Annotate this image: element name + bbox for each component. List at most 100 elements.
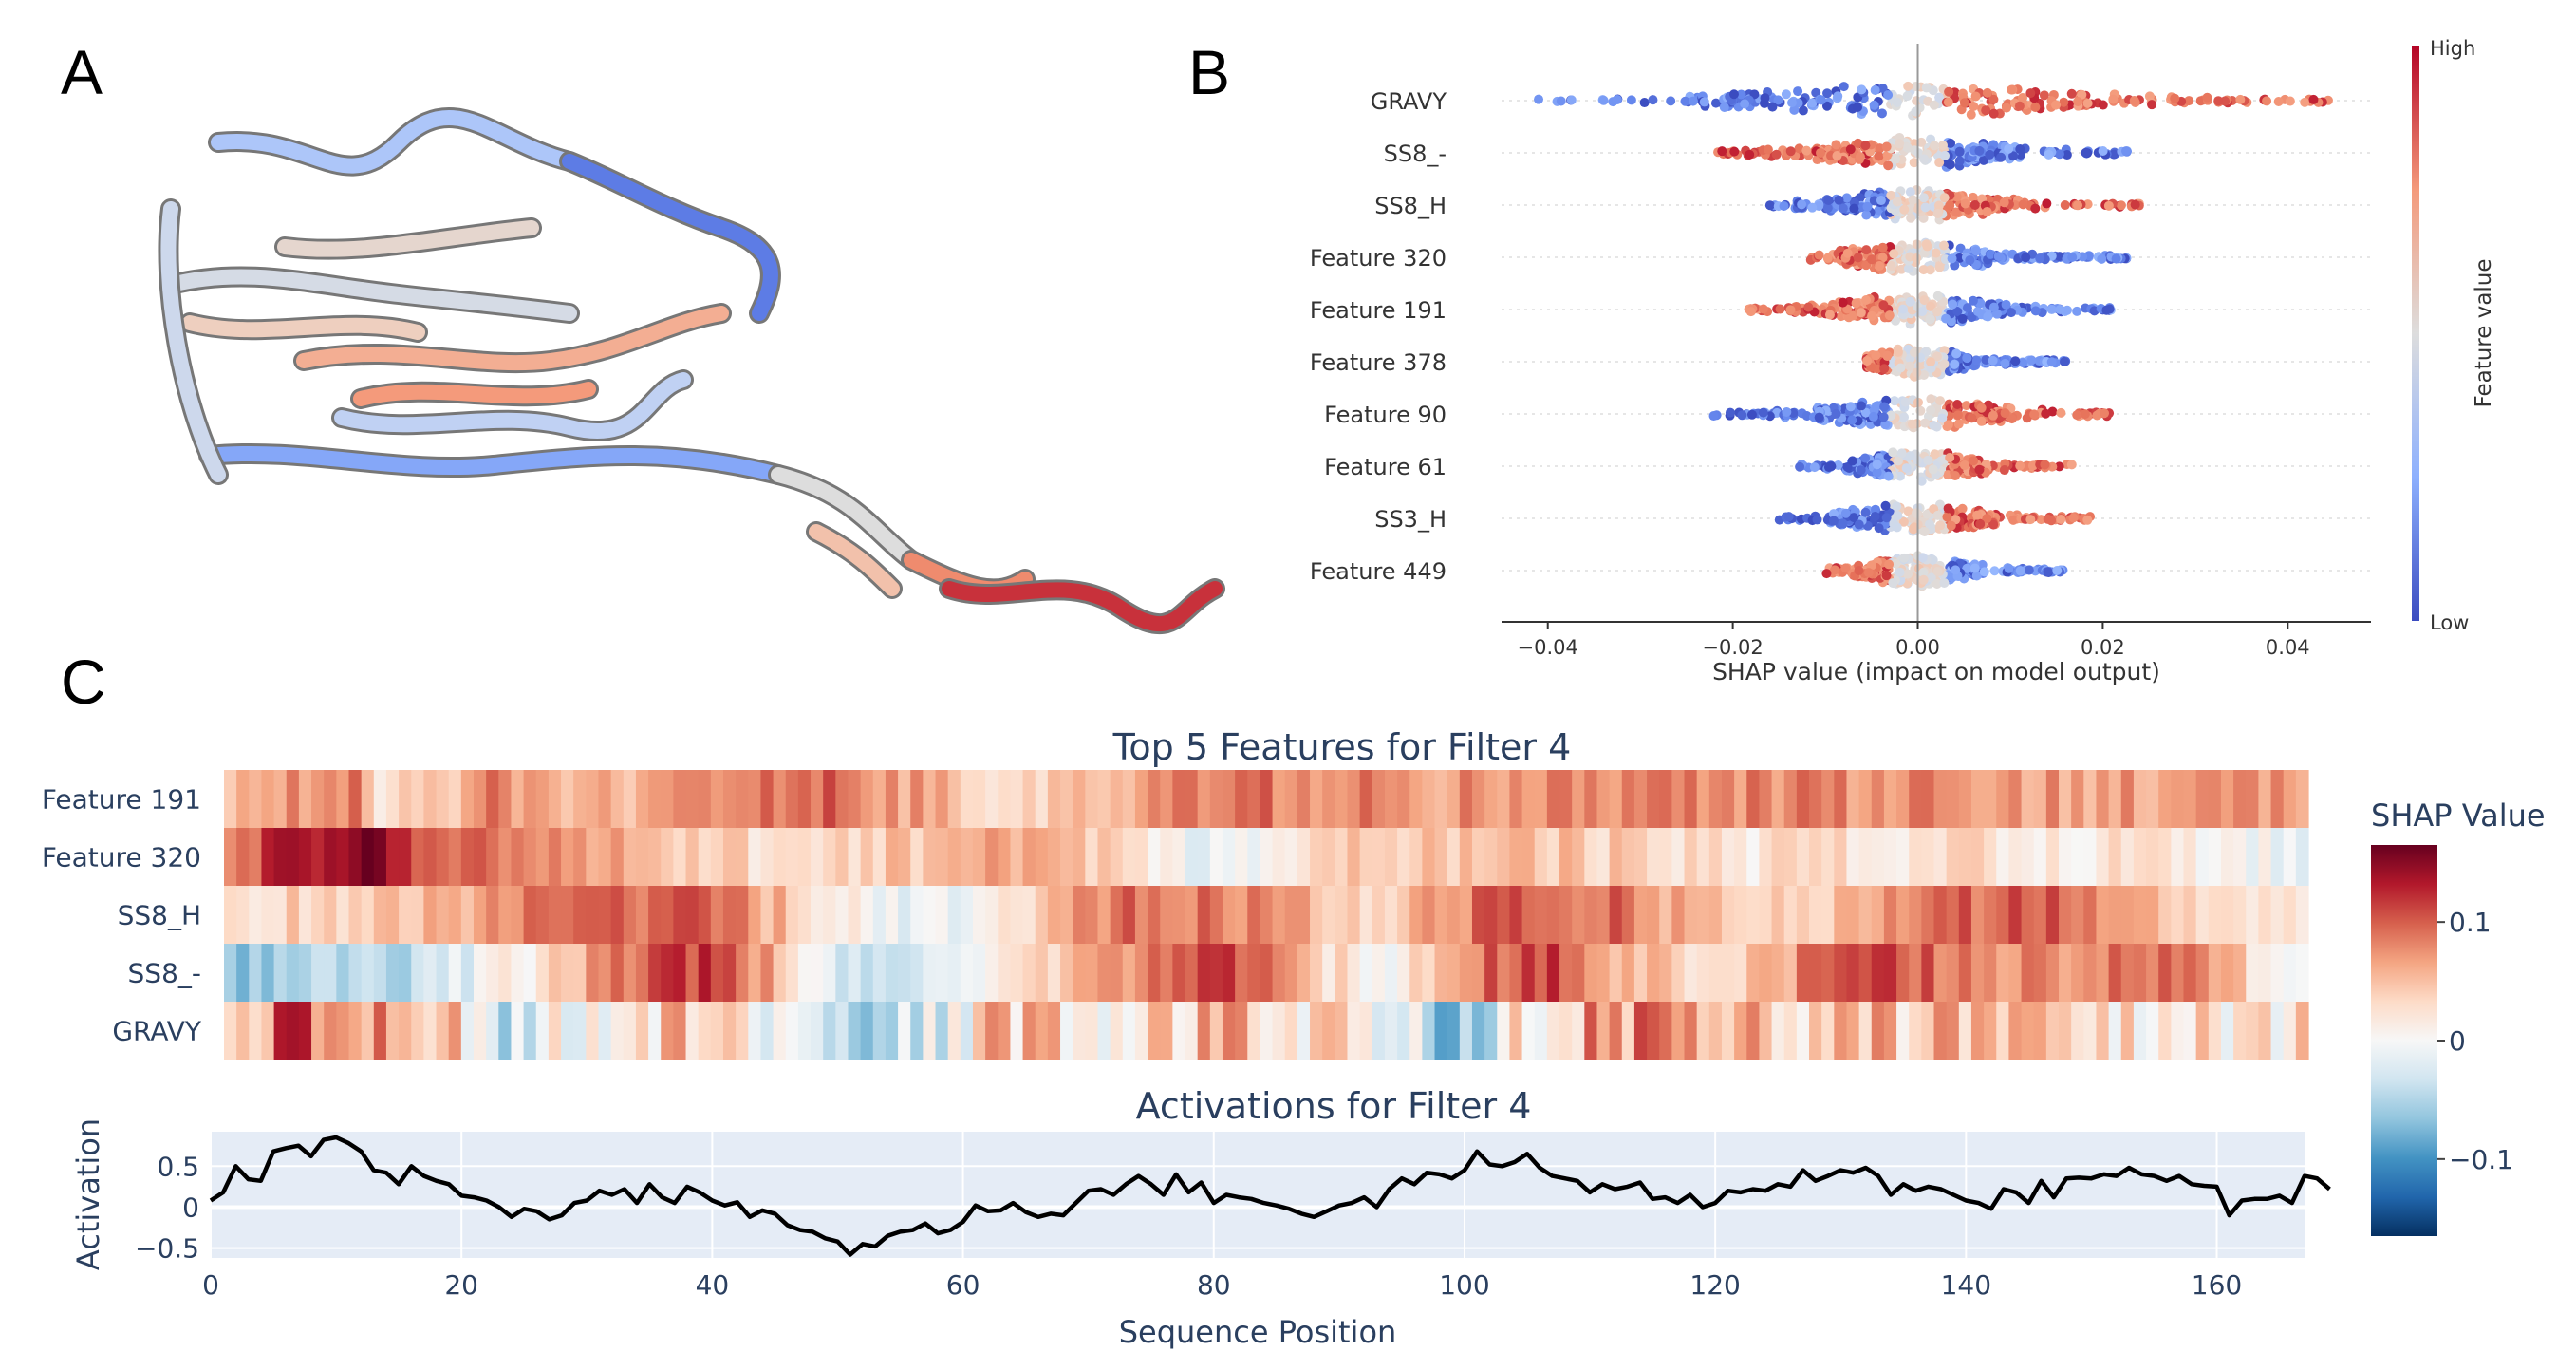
heatmap-cell <box>2045 944 2060 1002</box>
beeswarm-point <box>2300 97 2310 107</box>
heatmap-cell <box>1260 944 1274 1002</box>
heatmap-cell <box>2071 770 2084 828</box>
heatmap-cell <box>1746 1002 1761 1060</box>
beeswarm-point <box>1941 313 1951 324</box>
heatmap-cell <box>661 944 674 1002</box>
heatmap-cell <box>423 944 438 1002</box>
heatmap-cell <box>1946 770 1960 828</box>
beeswarm-point <box>2066 460 2077 470</box>
heatmap-cell <box>385 770 400 828</box>
heatmap-cell <box>972 1002 986 1060</box>
heatmap-cell <box>2246 828 2260 886</box>
heatmap-cell <box>785 770 799 828</box>
beeswarm-point <box>2046 304 2057 314</box>
heatmap-cell <box>460 886 475 944</box>
beeswarm-point <box>1801 411 1812 422</box>
heatmap-cell <box>311 944 325 1002</box>
heatmap-cell <box>1572 886 1585 944</box>
ribbon-segment <box>809 524 900 596</box>
heatmap-cell <box>1222 944 1236 1002</box>
heatmap-cell <box>1684 828 1698 886</box>
heatmap-cell <box>1209 770 1223 828</box>
heatmap-cell <box>399 1002 412 1060</box>
beeswarm-point <box>1970 246 1981 256</box>
heatmap-cell <box>998 1002 1012 1060</box>
beeswarm-point <box>1952 306 1963 316</box>
heatmap-cell <box>1047 1002 1061 1060</box>
heatmap-cell <box>1459 828 1473 886</box>
beeswarm-point <box>1797 199 1807 210</box>
heatmap-cell <box>1809 944 1822 1002</box>
heatmap-cell <box>1073 1002 1086 1060</box>
heatmap-cell <box>486 944 499 1002</box>
heatmap-cell <box>2096 886 2110 944</box>
beeswarm-point <box>2008 151 2019 161</box>
heatmap-cell <box>1047 770 1061 828</box>
heatmap-cell <box>2133 770 2147 828</box>
heatmap-cell <box>797 944 812 1002</box>
beeswarm-point <box>1919 295 1930 306</box>
heatmap-cell <box>661 828 674 886</box>
heatmap-cell <box>898 770 911 828</box>
heatmap-cell <box>336 1002 350 1060</box>
beeswarm-point <box>1974 145 1985 156</box>
beeswarm-point <box>1957 503 1968 514</box>
heatmap-cell <box>2120 944 2135 1002</box>
beeswarm-point <box>1860 141 1871 151</box>
heatmap-cell <box>673 886 687 944</box>
heatmap-cell <box>2146 1002 2159 1060</box>
heatmap-cell <box>2021 828 2035 886</box>
beeswarm-point <box>2147 100 2157 110</box>
heatmap-cell <box>2083 770 2098 828</box>
heatmap-cell <box>1509 828 1523 886</box>
beeswarm-point <box>1967 413 1977 423</box>
heatmap-cell <box>960 1002 974 1060</box>
beeswarm-point <box>1886 260 1896 271</box>
heatmap-cell <box>1148 944 1161 1002</box>
heatmap-cell <box>1185 1002 1199 1060</box>
beeswarm-point <box>2097 253 2107 264</box>
heatmap-cell <box>1596 1002 1611 1060</box>
beeswarm-point <box>1981 354 1991 365</box>
heatmap-cell <box>311 828 325 886</box>
beeswarm-point <box>2001 299 2011 310</box>
beeswarm-point <box>1856 401 1866 411</box>
heatmap-cell <box>1272 944 1286 1002</box>
heatmap-cell <box>224 944 237 1002</box>
heatmap-cell <box>2258 944 2272 1002</box>
heatmap-cell <box>1659 770 1672 828</box>
heatmap-cell <box>423 1002 438 1060</box>
heatmap-cell <box>523 828 537 886</box>
heatmap-cell <box>935 1002 949 1060</box>
beeswarm-point <box>2109 149 2119 160</box>
heatmap-cell <box>635 944 649 1002</box>
heatmap-cell <box>261 770 275 828</box>
beeswarm-point <box>1883 90 1894 101</box>
heatmap-cell <box>1734 1002 1747 1060</box>
heatmap-cell <box>1160 944 1173 1002</box>
heatmap-cell <box>1696 770 1710 828</box>
beeswarm-point <box>1970 91 1981 102</box>
heatmap-row-label: SS8_- <box>128 958 201 989</box>
heatmap-cell <box>2183 770 2197 828</box>
beeswarm-point <box>1959 98 1969 108</box>
heatmap-cell <box>1134 944 1148 1002</box>
heatmap-cell <box>1684 770 1698 828</box>
heatmap-cell <box>872 770 887 828</box>
heatmap-cell <box>1097 828 1111 886</box>
heatmap-cell <box>460 770 475 828</box>
beeswarm-point <box>1612 94 1622 104</box>
heatmap-cell <box>1222 1002 1236 1060</box>
heatmap-cell <box>1946 828 1960 886</box>
heatmap-cell <box>1310 828 1323 886</box>
heatmap-cell <box>1559 944 1573 1002</box>
beeswarm-point <box>1821 101 1832 111</box>
heatmap-cell <box>685 1002 700 1060</box>
heatmap-cell <box>1559 828 1573 886</box>
beeswarm-point <box>1903 506 1913 516</box>
beeswarm-point <box>1896 264 1907 274</box>
beeswarm-point <box>2235 94 2246 104</box>
heatmap-cell <box>1110 886 1124 944</box>
beeswarm-point <box>1918 193 1929 203</box>
beeswarm-point <box>1831 408 1841 419</box>
